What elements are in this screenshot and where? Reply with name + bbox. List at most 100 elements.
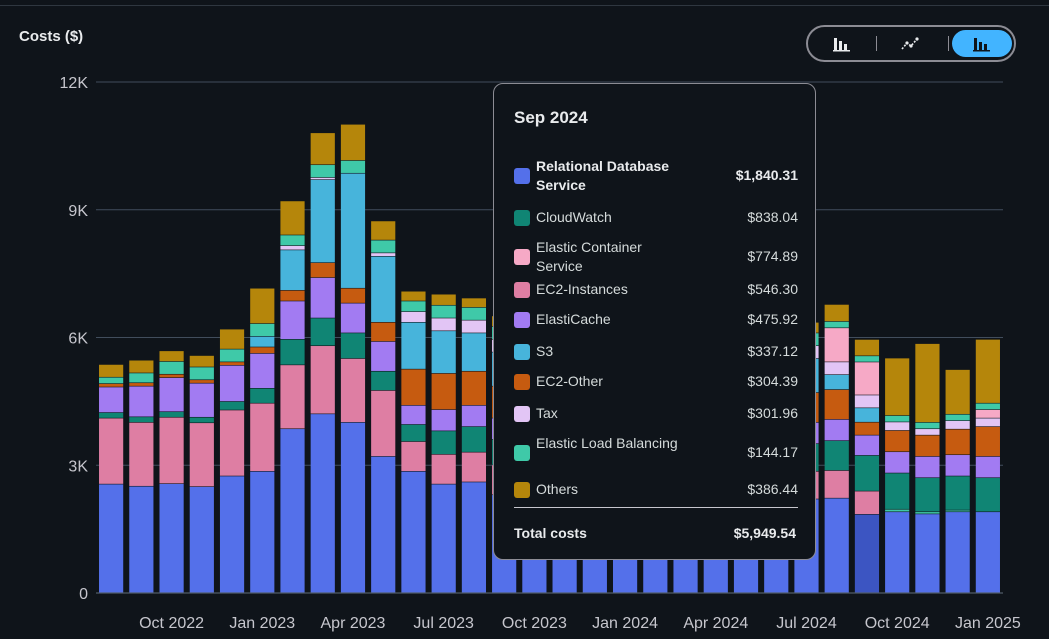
- chart-tooltip: Sep 2024 Relational Database Service $1,8…: [493, 83, 816, 560]
- bar-segment: [250, 388, 275, 403]
- tooltip-service-value: $838.04: [747, 208, 798, 225]
- bar-segment: [431, 318, 456, 331]
- bar-segment: [129, 360, 154, 373]
- bar-segment: [854, 339, 880, 356]
- bar-segment: [461, 320, 487, 333]
- bar-segment: [824, 328, 849, 362]
- line-chart-button[interactable]: [880, 30, 940, 57]
- bar-segment: [371, 253, 396, 256]
- bar-segment: [129, 417, 154, 423]
- bar-segment: [945, 512, 970, 593]
- tooltip-service-name: Others: [536, 481, 579, 497]
- bar-segment: [885, 358, 910, 416]
- bar-segment: [340, 288, 366, 303]
- bar-segment: [945, 476, 970, 510]
- bar-segment: [824, 321, 849, 328]
- bar-segment: [854, 422, 880, 435]
- y-tick-label: 9K: [68, 203, 88, 220]
- bar-segment: [280, 301, 305, 340]
- tooltip-service-name: Tax: [536, 405, 558, 421]
- bar-segment: [401, 441, 426, 472]
- tooltip-service-name: ElastiCache: [536, 311, 611, 327]
- bar-segment: [401, 369, 426, 406]
- bar-segment: [99, 377, 124, 384]
- bar-segment: [975, 478, 1000, 512]
- stacked-bar-chart-button[interactable]: [952, 30, 1012, 57]
- bar-segment: [371, 240, 396, 253]
- tooltip-service-value: $144.17: [747, 444, 798, 460]
- tooltip-service-value: $546.30: [747, 280, 798, 297]
- bar-segment: [159, 377, 184, 412]
- bar-segment: [340, 173, 366, 288]
- bar-segment: [159, 483, 184, 593]
- bar-segment: [885, 452, 910, 473]
- bar-segment: [854, 408, 880, 422]
- bar-segment: [310, 179, 335, 263]
- y-tick-label: 0: [79, 586, 88, 603]
- bar-segment: [975, 456, 1000, 478]
- bar-segment: [280, 339, 305, 365]
- bar-segment: [280, 290, 305, 301]
- bar-segment: [159, 361, 184, 374]
- x-tick-label: Oct 2023: [502, 615, 567, 632]
- bar-segment: [99, 364, 124, 377]
- bar-segment: [371, 390, 396, 457]
- bar-segment: [431, 431, 456, 455]
- bar-segment: [189, 367, 214, 380]
- tooltip-total-label: Total costs: [514, 525, 587, 541]
- bar-segment: [885, 473, 910, 509]
- bar-segment: [975, 426, 1000, 457]
- bar-segment: [824, 440, 849, 471]
- bar-segment: [219, 410, 245, 476]
- bar-segment: [824, 498, 849, 593]
- bar-segment: [885, 415, 910, 422]
- tooltip-service-value: $301.96: [747, 404, 798, 421]
- bar-segment: [885, 422, 910, 431]
- bar-segment: [854, 455, 880, 491]
- bar-segment: [461, 482, 487, 593]
- bar-segment: [340, 303, 366, 333]
- bar-segment: [915, 429, 940, 435]
- bar-segment: [250, 353, 275, 388]
- bar-segment: [250, 403, 275, 472]
- bar-segment: [915, 478, 940, 512]
- bar-segment: [310, 262, 335, 278]
- bar-segment: [915, 512, 940, 514]
- bar-segment: [250, 336, 275, 347]
- bar-segment: [461, 426, 487, 452]
- y-tick-label: 6K: [68, 331, 88, 348]
- tooltip-title: Sep 2024: [514, 108, 588, 127]
- legend-swatch: [514, 405, 530, 422]
- bar-segment: [431, 373, 456, 410]
- bar-segment: [401, 471, 426, 593]
- tooltip-service-name: Relational Database Service: [536, 158, 670, 193]
- bar-segment: [310, 414, 335, 593]
- bar-segment: [280, 365, 305, 429]
- x-tick-label: Oct 2022: [139, 615, 204, 632]
- bar-segment: [945, 414, 970, 421]
- x-tick-label: Apr 2024: [683, 615, 748, 632]
- tooltip-service-value: $774.89: [747, 248, 798, 264]
- bar-segment: [461, 452, 487, 482]
- tooltip-service-name: Elastic Container Service: [536, 239, 642, 274]
- bar-segment: [824, 304, 849, 322]
- bar-segment: [250, 288, 275, 324]
- bar-segment: [945, 420, 970, 429]
- bar-segment: [431, 409, 456, 431]
- bar-segment: [915, 456, 940, 478]
- y-axis-title: Costs ($): [19, 28, 84, 45]
- bar-segment: [371, 221, 396, 240]
- bar-segment: [340, 358, 366, 423]
- bar-segment: [219, 362, 245, 366]
- bar-chart-button[interactable]: [812, 30, 872, 57]
- bar-segment: [431, 454, 456, 484]
- bar-segment: [975, 418, 1000, 427]
- bar-segment: [280, 201, 305, 235]
- bar-segment: [219, 349, 245, 362]
- bar-segment: [824, 389, 849, 420]
- bar-segment: [280, 250, 305, 291]
- bar-segment: [219, 401, 245, 410]
- bar-segment: [915, 514, 940, 593]
- bar-segment: [431, 484, 456, 593]
- bar-segment: [401, 405, 426, 425]
